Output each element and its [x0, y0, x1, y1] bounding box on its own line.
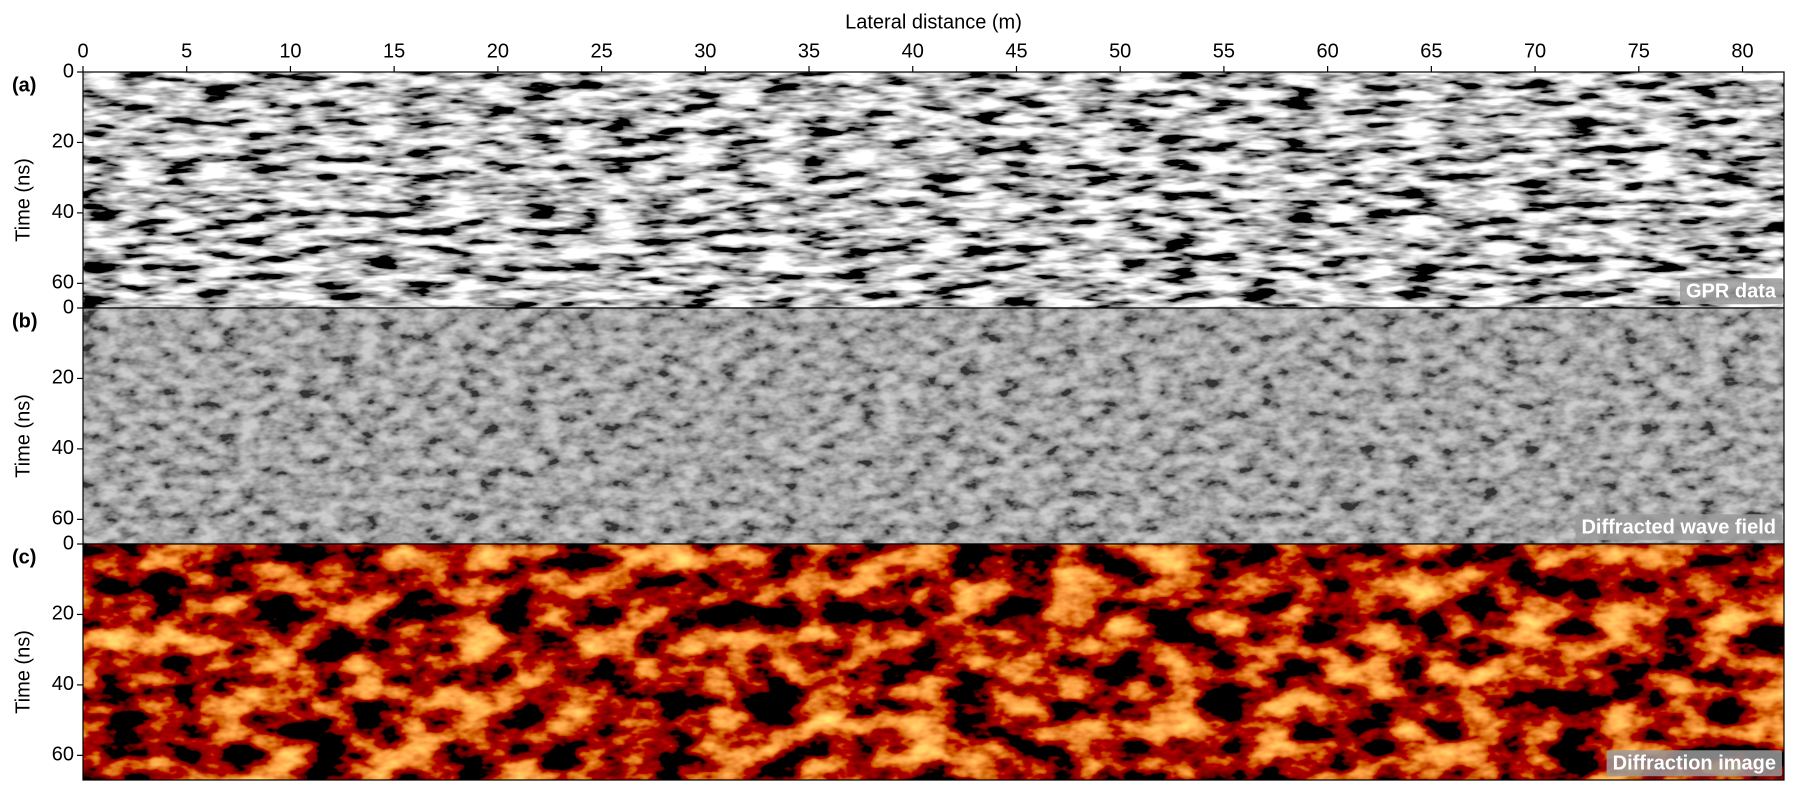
y-tick-label: 0 [63, 532, 74, 554]
x-tick-label: 65 [1420, 40, 1442, 62]
panel-label: (b) [12, 310, 38, 332]
x-axis-title: Lateral distance (m) [845, 11, 1022, 33]
y-tick-label: 60 [52, 744, 74, 766]
y-tick-label: 40 [52, 673, 74, 695]
x-tick-label: 5 [181, 40, 192, 62]
y-axis-title: Time (ns) [12, 394, 34, 478]
x-tick-label: 0 [77, 40, 88, 62]
y-tick-label: 60 [52, 508, 74, 530]
y-tick-label: 40 [52, 201, 74, 223]
x-tick-label: 30 [694, 40, 716, 62]
annotation: GPR data [1686, 280, 1777, 302]
x-tick-label: 55 [1213, 40, 1235, 62]
x-tick-label: 15 [383, 40, 405, 62]
x-tick-label: 60 [1317, 40, 1339, 62]
y-tick-label: 20 [52, 367, 74, 389]
y-axis-title: Time (ns) [12, 158, 34, 242]
x-tick-label: 80 [1731, 40, 1753, 62]
x-tick-label: 75 [1628, 40, 1650, 62]
x-tick-label: 25 [590, 40, 612, 62]
y-tick-label: 60 [52, 272, 74, 294]
annotation-box: Diffraction image [1606, 750, 1782, 777]
x-tick-label: 45 [1005, 40, 1027, 62]
panel-frame [82, 543, 1785, 781]
x-tick-label: 35 [798, 40, 820, 62]
panel-label: (a) [12, 74, 36, 96]
annotation: Diffraction image [1613, 752, 1776, 774]
annotation-background [1679, 278, 1783, 305]
annotation-background [1575, 514, 1782, 541]
y-axis-title: Time (ns) [12, 630, 34, 714]
y-tick-label: 40 [52, 437, 74, 459]
x-tick-label: 50 [1109, 40, 1131, 62]
x-tick-label: 70 [1524, 40, 1546, 62]
y-tick-label: 20 [52, 131, 74, 153]
x-tick-label: 10 [279, 40, 301, 62]
image [83, 308, 1784, 544]
y-tick-label: 0 [63, 60, 74, 82]
y-tick-label: 20 [52, 603, 74, 625]
annotation-background [1606, 750, 1782, 777]
y-tick-label: 0 [63, 296, 74, 318]
image [83, 544, 1784, 780]
image [83, 72, 1784, 308]
annotation-box: GPR data [1679, 278, 1783, 305]
annotation-box: Diffracted wave field [1575, 514, 1782, 541]
panel-label: (c) [12, 546, 36, 568]
x-tick-label: 40 [902, 40, 924, 62]
annotation: Diffracted wave field [1581, 516, 1776, 538]
x-tick-label: 20 [487, 40, 509, 62]
image-tint [83, 308, 1784, 544]
